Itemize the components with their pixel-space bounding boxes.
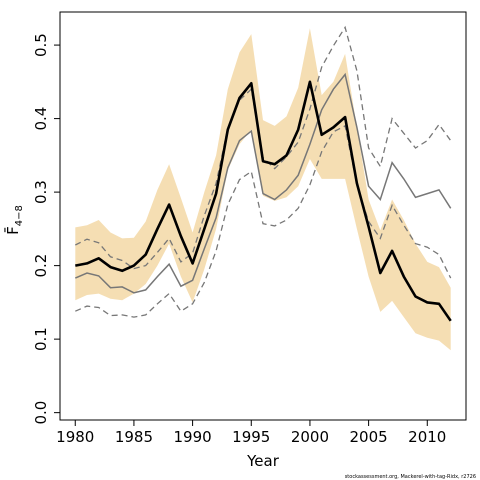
y-tick-label: 0.3 bbox=[32, 180, 50, 204]
confidence-band-layer bbox=[75, 28, 451, 351]
alt-estimate-line bbox=[75, 72, 452, 294]
x-axis-title: Year bbox=[246, 452, 280, 470]
y-tick-label: 0.2 bbox=[32, 254, 50, 278]
main-estimate-line bbox=[75, 80, 452, 322]
x-tick-label: 1990 bbox=[174, 428, 212, 446]
y-axis: 0.0 0.1 0.2 0.3 0.4 0.5 bbox=[32, 33, 60, 425]
plot-frame bbox=[59, 11, 467, 421]
source-footnote: stockassessment.org, Mackerel-with-tag-R… bbox=[345, 474, 476, 480]
x-tick-label: 2000 bbox=[291, 428, 329, 446]
x-tick-label: 1985 bbox=[115, 428, 153, 446]
x-tick-label: 1980 bbox=[56, 428, 94, 446]
y-tick-label: 0.1 bbox=[32, 327, 50, 351]
y-tick-label: 0.4 bbox=[32, 107, 50, 131]
x-axis: 1980 1985 1990 1995 2000 2005 2010 bbox=[56, 420, 446, 446]
y-axis-title-main: F̄ bbox=[3, 226, 22, 235]
y-tick-label: 0.0 bbox=[32, 401, 50, 425]
x-tick-label: 1995 bbox=[232, 428, 270, 446]
y-axis-title: F̄4−8 bbox=[3, 205, 25, 235]
y-tick-label: 0.5 bbox=[32, 33, 50, 57]
y-axis-title-subscript: 4−8 bbox=[14, 205, 25, 226]
confidence-band bbox=[75, 28, 451, 351]
alt-ci-lower-line bbox=[75, 124, 452, 318]
x-tick-label: 2005 bbox=[350, 428, 388, 446]
x-tick-label: 2010 bbox=[408, 428, 446, 446]
series-layer bbox=[75, 25, 452, 322]
